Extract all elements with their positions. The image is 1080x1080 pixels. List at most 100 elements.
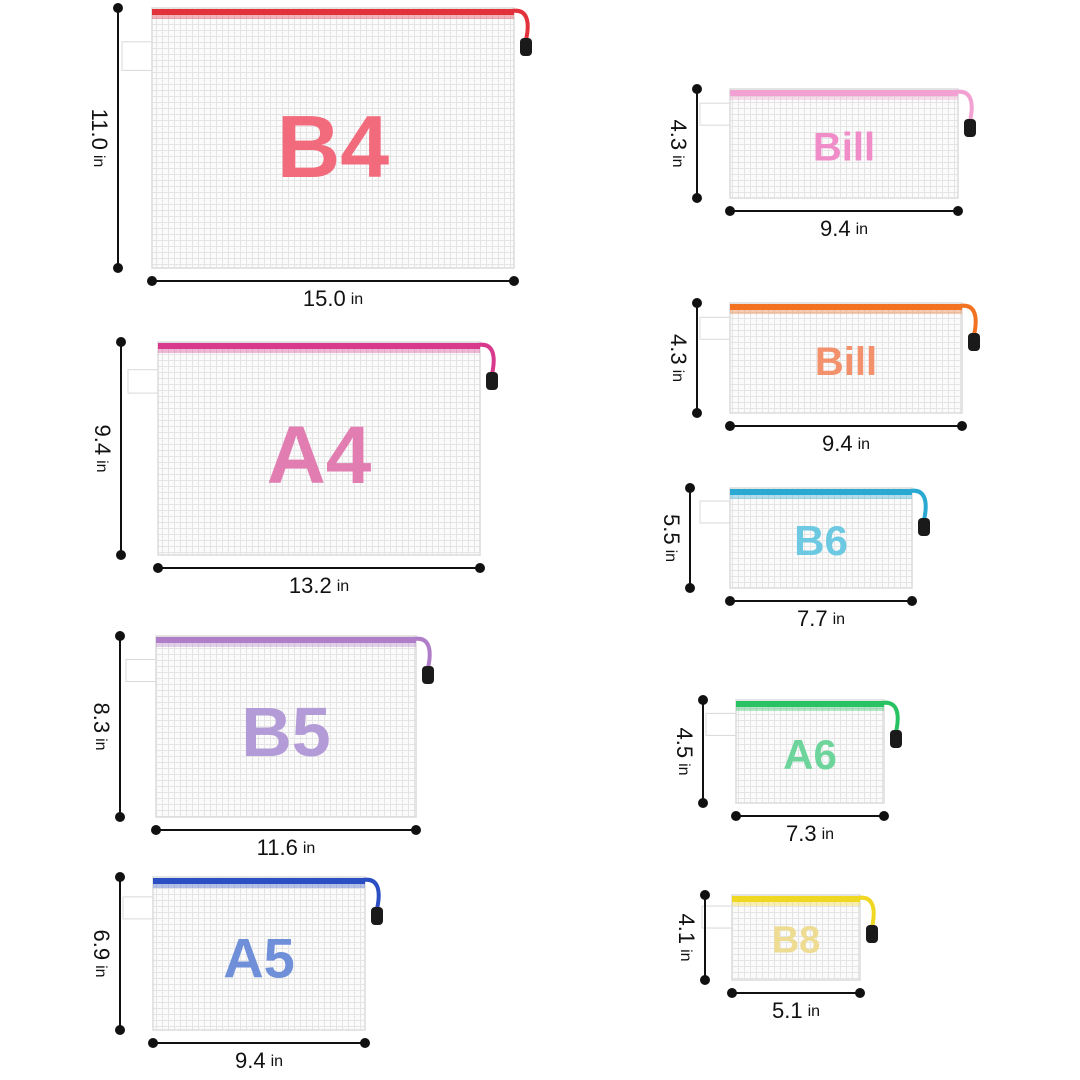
dimension-value: 9.4 (90, 424, 115, 455)
zipper-edge (153, 884, 365, 888)
dimension-label: 9.4 in (90, 424, 115, 472)
zipper-pull (904, 488, 928, 522)
pouch-body (735, 699, 885, 804)
dimension-unit: in (669, 370, 686, 382)
dimension-unit: in (93, 460, 110, 472)
zipper-slider (520, 38, 532, 56)
size-label: B4 (277, 97, 390, 196)
dimension-label: 9.4 in (822, 431, 870, 456)
zipper (732, 896, 860, 902)
dimension-value: 5.1 (772, 998, 803, 1023)
size-label: B6 (794, 517, 848, 564)
zipper-edge (730, 310, 962, 314)
dimension-label: 9.4 in (820, 216, 868, 241)
pouch-group: B5 8.3 in 11.6 in (89, 631, 434, 860)
pouch-group: A4 9.4 in 13.2 in (90, 337, 498, 598)
dimension-value: 11.6 (257, 835, 298, 860)
pouch-body (157, 341, 481, 556)
side-tab (127, 369, 161, 394)
size-label: Bill (815, 340, 877, 384)
dimension-value: 6.9 (89, 929, 114, 960)
pouch-group: B6 5.5 in 7.7 in (659, 483, 930, 631)
pouch-group: B4 11.0 in 15.0 in (87, 3, 532, 311)
dimension-label: 8.3 in (89, 702, 114, 750)
zipper-pull (408, 636, 432, 670)
dimension-unit: in (92, 965, 109, 977)
zipper (153, 878, 365, 884)
size-label: Bill (813, 126, 875, 170)
dimension-unit: in (677, 949, 694, 961)
dimension-label: 7.7 in (797, 606, 845, 631)
pouch-body (729, 487, 913, 589)
pouch-body (729, 302, 963, 414)
dimension-value: 9.4 (822, 431, 853, 456)
pouch-body (729, 88, 959, 199)
zipper-slider (422, 666, 434, 684)
dimension-value: 4.3 (666, 334, 691, 365)
zipper (156, 637, 416, 643)
dimension-label: 11.6 in (257, 835, 316, 860)
pouch-body (152, 876, 366, 1031)
dimension-label: 5.5 in (659, 514, 684, 562)
side-tab (701, 905, 735, 929)
zipper (730, 304, 962, 310)
zipper-slider (486, 372, 498, 390)
zipper-slider (866, 925, 878, 943)
dimension-label: 11.0 in (87, 109, 112, 168)
pouch-group: B8 4.1 in 5.1 in (674, 890, 878, 1023)
zipper-pull (852, 895, 876, 929)
side-tab (699, 102, 733, 126)
zipper (730, 90, 958, 96)
dimension-unit: in (90, 155, 107, 167)
zipper-edge (152, 15, 514, 19)
zipper-pull (954, 303, 978, 337)
zipper-slider (371, 907, 383, 925)
zipper-pull (357, 877, 381, 911)
dimension-unit: in (337, 578, 349, 595)
dimension-unit: in (856, 221, 868, 238)
side-tab (705, 712, 739, 736)
dimension-unit: in (669, 155, 686, 167)
dimension-label: 4.3 in (666, 334, 691, 382)
zipper-edge (730, 495, 912, 499)
dimension-unit: in (271, 1053, 283, 1070)
dimension-value: 9.4 (820, 216, 851, 241)
dimension-value: 4.5 (672, 727, 697, 758)
dimension-label: 9.4 in (235, 1048, 283, 1073)
dimension-unit: in (675, 763, 692, 775)
zipper-pull (950, 89, 974, 123)
zipper-edge (158, 349, 480, 353)
zipper-edge (736, 707, 884, 711)
dimension-unit: in (662, 550, 679, 562)
dimension-unit: in (808, 1003, 820, 1020)
zipper (730, 489, 912, 495)
zipper (152, 9, 514, 15)
dimension-value: 7.7 (797, 606, 828, 631)
zipper (158, 343, 480, 349)
dimension-label: 15.0 in (303, 286, 363, 311)
zipper-edge (732, 902, 860, 906)
size-label: B5 (241, 693, 330, 771)
pouch-body (151, 7, 515, 269)
side-tab (121, 41, 155, 71)
zipper (736, 701, 884, 707)
dimension-unit: in (92, 738, 109, 750)
dimension-value: 7.3 (786, 821, 817, 846)
pouch-body (155, 635, 417, 818)
pouch-group: A5 6.9 in 9.4 in (89, 872, 383, 1073)
pouch-group: A6 4.5 in 7.3 in (672, 695, 902, 846)
dimension-value: 8.3 (89, 702, 114, 733)
pouch-group: Bill 4.3 in 9.4 in (666, 84, 976, 241)
dimension-label: 4.5 in (672, 727, 697, 775)
dimension-unit: in (833, 611, 845, 628)
size-label: B8 (772, 920, 821, 962)
pouch-group: Bill 4.3 in 9.4 in (666, 298, 980, 456)
dimension-label: 6.9 in (89, 929, 114, 977)
zipper-edge (730, 96, 958, 100)
dimension-value: 4.3 (666, 119, 691, 150)
dimension-value: 4.1 (674, 913, 699, 944)
dimension-value: 13.2 (289, 573, 332, 598)
pouch-body (731, 894, 861, 981)
dimension-label: 4.1 in (674, 913, 699, 961)
